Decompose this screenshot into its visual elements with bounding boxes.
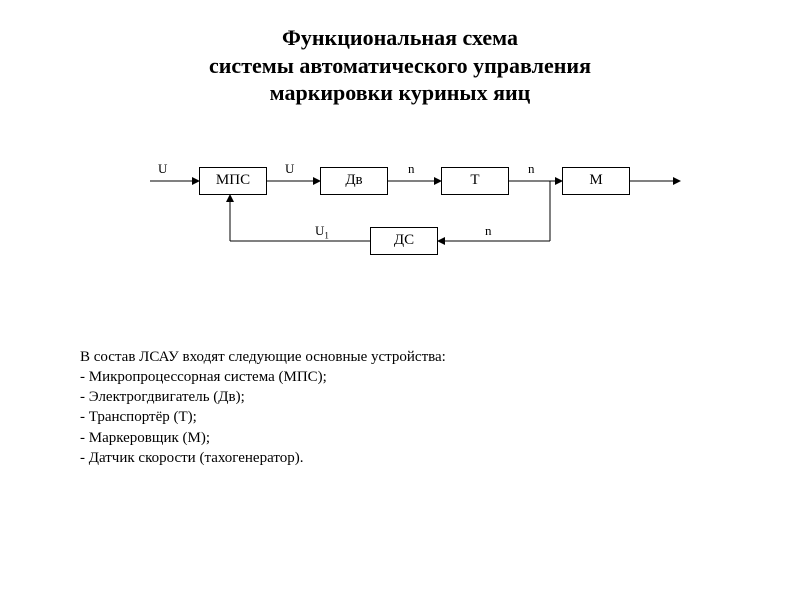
node-dv: Дв bbox=[320, 167, 388, 195]
description-block: В состав ЛСАУ входят следующие основные … bbox=[50, 347, 650, 469]
node-label: ДС bbox=[394, 232, 414, 249]
edge-label-n1: n bbox=[408, 161, 415, 177]
page-title: Функциональная схема системы автоматичес… bbox=[0, 0, 800, 107]
edge-label-n-fb: n bbox=[485, 223, 492, 239]
description-item: - Микропроцессорная система (МПС); bbox=[50, 367, 650, 387]
edge-label-u-in: U bbox=[158, 161, 167, 177]
edge-label-u-mid: U bbox=[285, 161, 294, 177]
node-m: М bbox=[562, 167, 630, 195]
title-line-1: Функциональная схема bbox=[0, 24, 800, 52]
node-mps: МПС bbox=[199, 167, 267, 195]
block-diagram: МПС Дв Т М ДС U U n n n U1 bbox=[0, 137, 800, 307]
edge-label-u1-text: U bbox=[315, 223, 324, 238]
description-item: - Маркеровщик (М); bbox=[50, 428, 650, 448]
edge-label-u1-sub: 1 bbox=[324, 230, 329, 240]
description-item: - Датчик скорости (тахогенератор). bbox=[50, 448, 650, 468]
node-label: Дв bbox=[345, 172, 362, 189]
title-line-3: маркировки куриных яиц bbox=[0, 79, 800, 107]
edge-label-n2: n bbox=[528, 161, 535, 177]
node-label: МПС bbox=[216, 172, 250, 189]
description-item: - Электрогдвигатель (Дв); bbox=[50, 387, 650, 407]
node-label: М bbox=[589, 172, 602, 189]
edge-label-u1: U1 bbox=[315, 223, 329, 241]
node-label: Т bbox=[470, 172, 479, 189]
node-ds: ДС bbox=[370, 227, 438, 255]
title-line-2: системы автоматического управления bbox=[0, 52, 800, 80]
diagram-wires bbox=[0, 137, 800, 307]
description-intro: В состав ЛСАУ входят следующие основные … bbox=[50, 347, 650, 367]
node-t: Т bbox=[441, 167, 509, 195]
description-item: - Транспортёр (Т); bbox=[50, 407, 650, 427]
